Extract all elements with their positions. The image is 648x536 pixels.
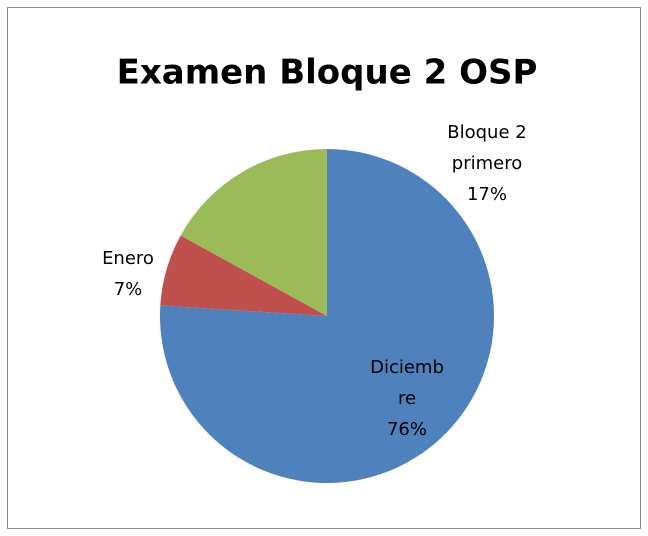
chart-title: Examen Bloque 2 OSP bbox=[117, 53, 538, 93]
value-label: 17% bbox=[466, 184, 507, 205]
slice-label: Diciembre 76% bbox=[367, 352, 447, 445]
value-label: 7% bbox=[113, 279, 143, 300]
pie-slice bbox=[180, 149, 327, 316]
pie bbox=[160, 149, 494, 483]
category-label: Enero bbox=[102, 248, 154, 269]
category-label: Diciembre bbox=[370, 357, 444, 409]
category-label: Bloque 2 primero bbox=[447, 122, 527, 174]
value-label: 76% bbox=[386, 419, 427, 440]
slice-label: Bloque 2 primero 17% bbox=[427, 117, 547, 210]
pie-slice bbox=[160, 235, 327, 316]
slice-label: Enero 7% bbox=[88, 243, 168, 305]
